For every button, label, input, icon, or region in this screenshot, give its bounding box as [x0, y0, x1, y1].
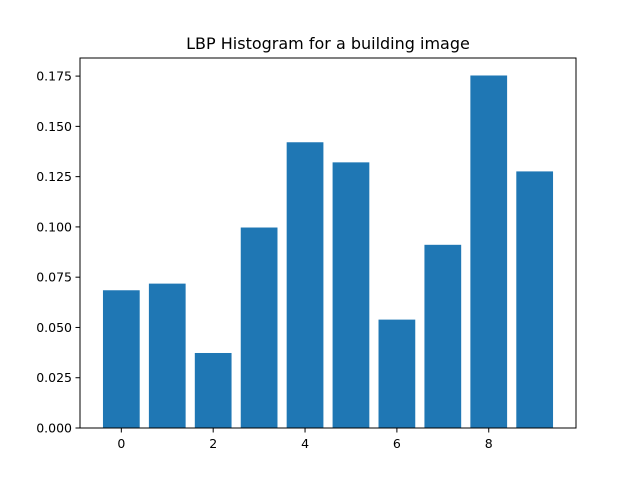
bar-4 [286, 142, 324, 428]
y-tick-label: 0.025 [36, 370, 72, 385]
x-tick-label: 0 [117, 436, 125, 451]
bar-9 [516, 171, 554, 428]
y-axis-ticks: 0.000 0.025 0.050 0.075 0.100 0.125 0.150 0.175 [36, 69, 80, 436]
y-tick-label: 0.000 [36, 421, 72, 436]
x-tick-label: 4 [301, 436, 309, 451]
y-tick-label: 0.075 [36, 270, 72, 285]
y-tick-label: 0.050 [36, 320, 72, 335]
plot-frame [79, 57, 577, 429]
bars-layer [102, 75, 554, 429]
y-tick-label: 0.175 [36, 69, 72, 84]
bar-6 [378, 319, 416, 428]
bar-2 [194, 352, 232, 428]
x-tick-label: 8 [485, 436, 493, 451]
bar-3 [240, 227, 278, 428]
y-tick-label: 0.100 [36, 219, 72, 234]
bar-5 [332, 162, 370, 429]
bar-1 [148, 283, 186, 428]
x-axis-ticks: 0 2 4 6 8 [117, 428, 493, 451]
y-tick-label: 0.125 [36, 169, 72, 184]
x-tick-label: 2 [209, 436, 217, 451]
y-tick-label: 0.150 [36, 119, 72, 134]
bar-8 [470, 75, 508, 429]
x-tick-label: 6 [393, 436, 401, 451]
chart-title: LBP Histogram for a building image [186, 34, 470, 53]
bar-7 [424, 244, 462, 428]
bar-0 [102, 290, 140, 428]
